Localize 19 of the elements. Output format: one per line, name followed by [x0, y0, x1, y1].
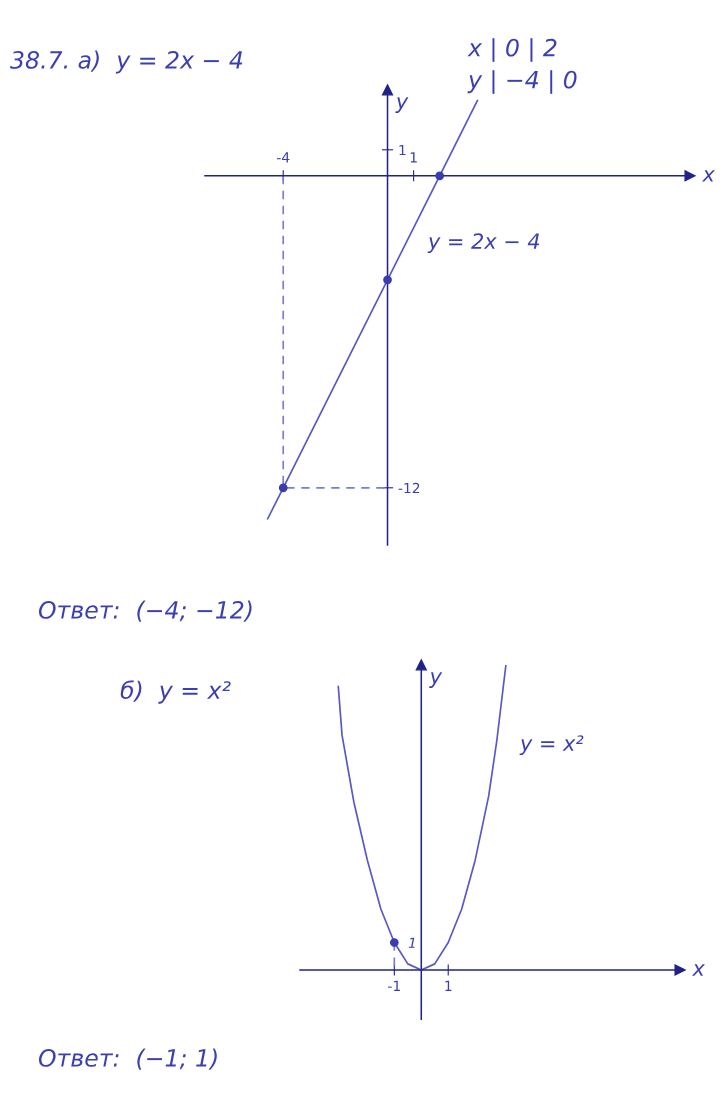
x-tick-label: -1	[388, 980, 400, 991]
text: б) y = x²	[120, 680, 231, 704]
x-axis-title: x	[701, 170, 715, 182]
y-tick-label: -12	[398, 482, 420, 494]
point	[383, 275, 392, 285]
chart-title: 38.7. а) y = 2x − 4	[10, 50, 243, 74]
annotation: y = x²	[519, 735, 584, 756]
annotation: y | −4 | 0	[467, 70, 577, 94]
annotation: y = 2x − 4	[427, 233, 540, 254]
annotation: 1	[408, 937, 415, 948]
point	[435, 171, 445, 181]
y-axis-title: y	[395, 97, 409, 113]
text: Ответ: (−1; 1)	[38, 1048, 217, 1070]
y-axis-title: y	[429, 672, 443, 688]
point	[278, 483, 288, 493]
x-tick-label: -4	[276, 152, 290, 163]
text: x | 0 | 2	[467, 38, 557, 62]
text: Ответ: (−4; −12)	[38, 600, 252, 622]
x-axis-title: x	[691, 964, 705, 976]
